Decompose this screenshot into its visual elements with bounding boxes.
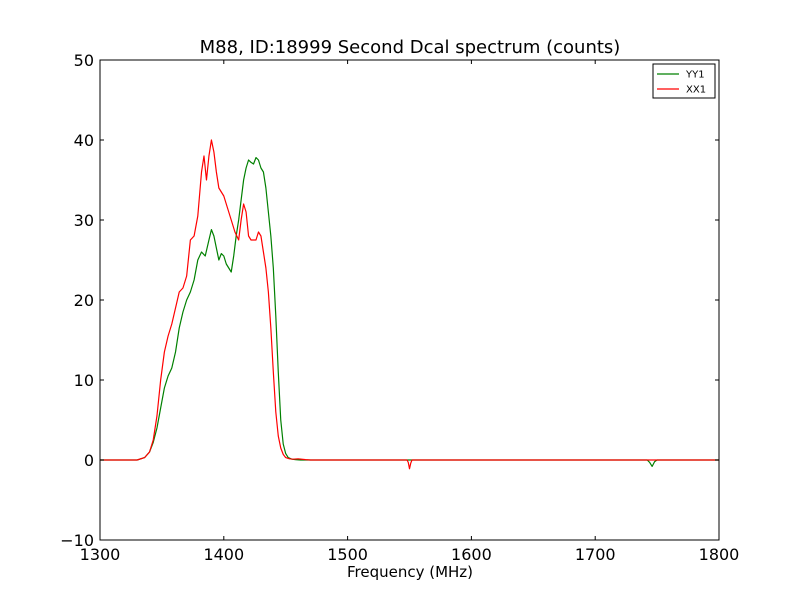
- plot-area: [100, 139, 719, 470]
- legend-box: [652, 63, 716, 99]
- x-tick-label: 1600: [451, 545, 492, 564]
- y-tick-label: −10: [60, 531, 94, 550]
- legend-label-xx1: XX1: [686, 85, 706, 96]
- legend-label-yy1: YY1: [685, 70, 705, 81]
- chart-title: M88, ID:18999 Second Dcal spectrum (coun…: [200, 37, 621, 58]
- y-tick-label: 20: [74, 291, 94, 310]
- plot-frame: [99, 59, 720, 541]
- x-tick-label: 1300: [80, 545, 121, 564]
- x-tick-label: 1400: [203, 545, 244, 564]
- y-tick-label: 40: [74, 131, 94, 150]
- y-tick-label: 0: [84, 451, 94, 470]
- y-tick-label: 30: [74, 211, 94, 230]
- axis-ticks: 1300 1400 1500 1600 1700 1800 −10 0 10 20 30 40 50: [60, 51, 739, 564]
- x-tick-label: 1500: [327, 545, 368, 564]
- x-axis-label: Frequency (MHz): [347, 563, 473, 581]
- series-line-xx1: [100, 139, 719, 470]
- y-tick-label: 10: [74, 371, 94, 390]
- x-tick-label: 1700: [575, 545, 616, 564]
- y-tick-label: 50: [74, 51, 94, 70]
- x-tick-label: 1800: [699, 545, 740, 564]
